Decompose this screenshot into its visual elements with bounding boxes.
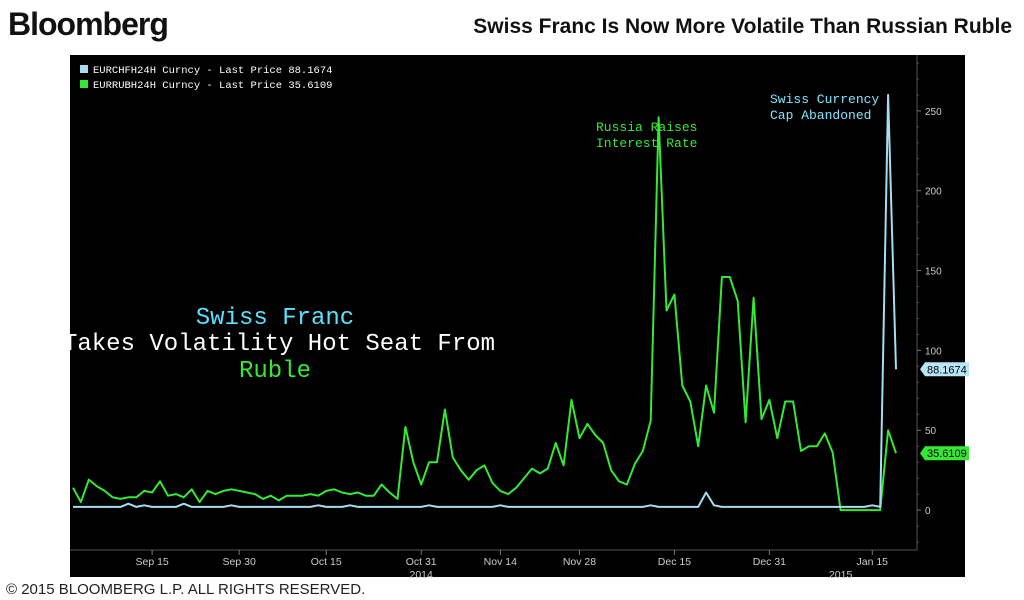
x-tick-label: Dec 15	[658, 556, 691, 568]
annotation-swiss-line1: Swiss Currency	[770, 92, 879, 107]
legend-label-chf: EURCHFH24H Curncy - Last Price 88.1674	[93, 65, 332, 77]
franc-volatility-line	[73, 93, 897, 508]
y-tick-label: 250	[925, 107, 942, 118]
overlay-caption: Swiss Franc Takes Volatility Hot Seat Fr…	[63, 305, 495, 385]
legend-label-rub: EURRUBH24H Curncy - Last Price 35.6109	[93, 80, 332, 92]
x-tick-label: Nov 14	[484, 556, 517, 568]
ruble-volatility-line	[72, 116, 897, 512]
last-value-tag-rub: 35.6109	[920, 446, 969, 461]
copyright-footer: © 2015 BLOOMBERG L.P. ALL RIGHTS RESERVE…	[6, 581, 366, 598]
last-value-tag-rub-text: 35.6109	[927, 448, 967, 460]
last-value-tag-chf: 88.1674	[920, 362, 969, 377]
x-year-label: 2014	[410, 569, 434, 581]
gridlines	[917, 62, 919, 543]
y-tick-label: 200	[925, 187, 942, 198]
chart-legend: EURCHFH24H Curncy - Last Price 88.1674 E…	[80, 65, 332, 92]
x-tick-label: Dec 31	[753, 556, 786, 568]
x-tick-label: Jan 15	[856, 556, 888, 568]
y-tick-label: 100	[925, 346, 942, 357]
overlay-line-3: Ruble	[239, 358, 311, 385]
y-axis-ticks: 0 50 100 150 200 250	[917, 107, 942, 517]
legend-swatch-rub	[80, 80, 88, 88]
legend-swatch-chf	[80, 65, 88, 73]
annotation-russia-line1: Russia Raises	[596, 120, 697, 135]
y-tick-label: 50	[925, 426, 937, 437]
annotation-russia-line2: Interest Rate	[596, 136, 697, 151]
x-tick-label: Sep 30	[223, 556, 256, 568]
x-tick-label: Oct 31	[406, 556, 437, 568]
x-axis-ticks: Sep 15 Sep 30 Oct 15 Oct 31 Nov 14 Nov 28 Dec …	[135, 550, 888, 581]
annotation-russia: Russia Raises Interest Rate	[596, 120, 697, 151]
last-value-tag-chf-text: 88.1674	[927, 364, 967, 376]
y-tick-label: 0	[925, 506, 931, 517]
last-value-tag-rub-bg	[920, 446, 969, 461]
annotation-swiss: Swiss Currency Cap Abandoned	[770, 92, 879, 123]
annotation-swiss-line2: Cap Abandoned	[770, 108, 871, 123]
x-year-label: 2015	[829, 569, 853, 581]
plot-background	[70, 55, 965, 577]
overlay-line-2: Takes Volatility Hot Seat From	[63, 331, 495, 358]
x-tick-label: Oct 15	[311, 556, 342, 568]
overlay-line-1: Swiss Franc	[196, 305, 354, 332]
x-tick-label: Sep 15	[135, 556, 168, 568]
y-tick-label: 150	[925, 267, 942, 278]
bloomberg-logo: Bloomberg	[8, 6, 169, 42]
x-tick-label: Nov 28	[563, 556, 596, 568]
last-value-tag-chf-bg	[920, 362, 969, 377]
chart-headline: Swiss Franc Is Now More Volatile Than Ru…	[473, 15, 1012, 38]
